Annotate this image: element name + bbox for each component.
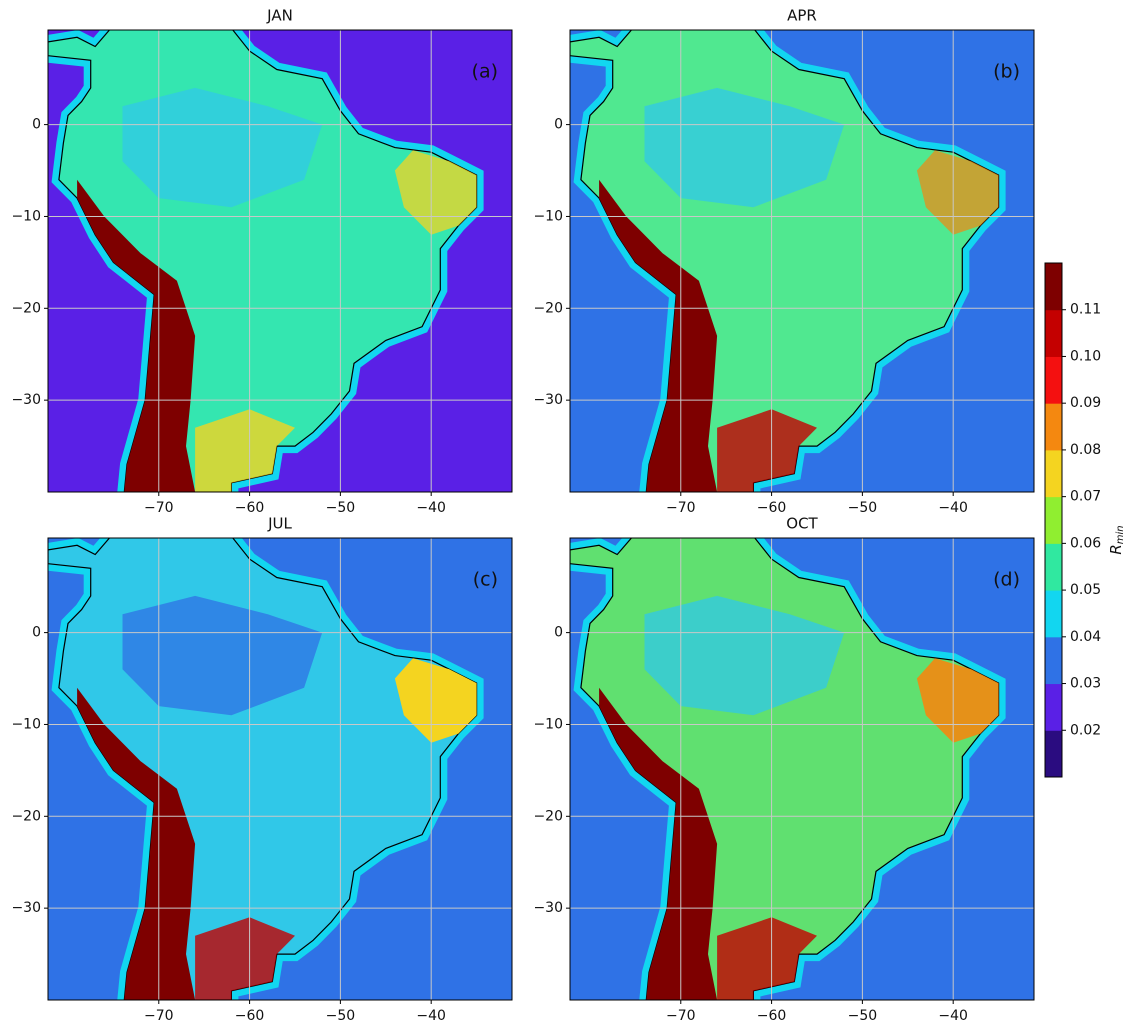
panel-title: APR [787,7,817,25]
x-tick-label: −50 [326,1008,356,1024]
panel-label: (c) [473,569,498,591]
x-tick-label: −70 [144,500,174,516]
y-tick-label: −20 [11,808,41,824]
colorbar-label: Rmin [1107,525,1127,554]
x-tick-label: −60 [235,500,265,516]
colorbar-frame [1044,262,1063,778]
colorbar-tick-label: 0.09 [1070,395,1101,411]
south [717,409,817,492]
x-tick-label: −40 [938,500,968,516]
colorbar-bin [1045,449,1062,498]
panel-label: (d) [993,569,1020,591]
amazon [122,87,323,208]
y-tick-label: −10 [11,716,41,732]
x-tick-label: −40 [416,500,446,516]
x-tick-label: −50 [326,500,356,516]
panel-title: JUL [267,515,292,533]
colorbar-bin [1045,636,1062,685]
colorbar-tick-label: 0.02 [1070,722,1101,738]
y-tick-label: −30 [11,392,41,408]
x-tick-label: −60 [757,1008,787,1024]
y-tick-label: −30 [533,900,563,916]
x-tick-label: −50 [848,500,878,516]
y-tick-label: 0 [32,625,41,641]
panel-frame [569,29,1035,493]
panel-frame [569,537,1035,1001]
colorbar-tick-label: 0.07 [1070,489,1101,505]
y-tick-label: −10 [533,208,563,224]
colorbar-bin [1045,403,1062,451]
colorbar-bin [1045,496,1062,544]
map-panel [570,30,1034,492]
y-tick-label: −20 [533,300,563,316]
colorbar-tick-label: 0.04 [1070,629,1101,645]
panel-frame [47,537,513,1001]
colorbar-bin [1045,730,1062,778]
x-tick-label: −60 [235,1008,265,1024]
colorbar-bin [1045,263,1062,311]
colorbar-tick-label: 0.06 [1070,535,1101,551]
amazon [644,595,845,716]
northeast [394,150,477,235]
south [717,917,817,1000]
y-tick-label: 0 [32,117,41,133]
panel-title: JAN [266,7,293,25]
colorbar-label-base: R [1107,544,1125,554]
south [195,917,295,1000]
x-tick-label: −40 [938,1008,968,1024]
y-tick-label: −30 [11,900,41,916]
colorbar-tick-label: 0.05 [1070,582,1101,598]
panel-frame [47,29,513,493]
andes [599,687,718,1000]
y-tick-label: −20 [11,300,41,316]
northeast [394,658,477,743]
panel-label: (b) [993,61,1020,83]
colorbar-bin [1045,543,1062,591]
colorbar-bin [1045,309,1062,357]
y-tick-label: −20 [533,808,563,824]
andes [77,179,196,492]
map-panel [48,538,512,1000]
x-tick-label: −70 [666,1008,696,1024]
x-tick-label: −70 [666,500,696,516]
amazon [644,87,845,208]
colorbar-tick-label: 0.08 [1070,442,1101,458]
colorbar-tick-label: 0.11 [1070,302,1101,318]
x-tick-label: −50 [848,1008,878,1024]
y-tick-label: −10 [11,208,41,224]
colorbar-bin [1045,356,1062,404]
panel-label: (a) [472,61,498,83]
amazon [122,595,323,716]
south [195,409,295,492]
x-tick-label: −40 [416,1008,446,1024]
northeast [916,658,999,743]
colorbar-bin [1045,683,1062,731]
andes [77,687,196,1000]
colorbar-label-sub: min [1115,525,1126,544]
y-tick-label: 0 [554,625,563,641]
andes [599,179,718,492]
colorbar-tick-label: 0.10 [1070,348,1101,364]
y-tick-label: −30 [533,392,563,408]
northeast [916,150,999,235]
map-panel [570,538,1034,1000]
panel-title: OCT [786,515,818,533]
x-tick-label: −70 [144,1008,174,1024]
y-tick-label: −10 [533,716,563,732]
colorbar-bin [1045,590,1062,638]
y-tick-label: 0 [554,117,563,133]
map-panel [48,30,512,492]
colorbar-tick-label: 0.03 [1070,676,1101,692]
x-tick-label: −60 [757,500,787,516]
